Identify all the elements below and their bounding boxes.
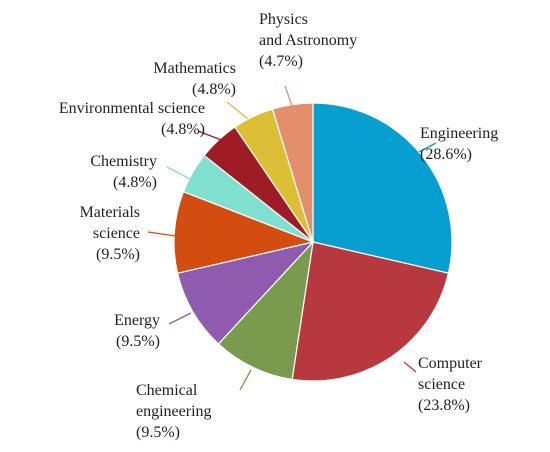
leader-line-engineering [418,142,437,153]
slice-label-line: Environmental science [59,100,205,117]
pie-slice-computer-science [291,241,450,382]
slice-label-line: science [93,225,140,242]
slice-label-line: science [418,376,465,393]
slice-label-line: Mathematics [153,60,236,77]
pie-slices [173,102,453,382]
leader-line-chemical-engineering [239,369,252,391]
slice-label-chemical-engineering: Chemical engineering (9.5%) [136,382,212,441]
leader-line-environmental-science [197,130,225,142]
slice-label-line: Computer [418,355,483,372]
pie-slice-physics-and-astronomy [271,102,314,243]
slice-label-line: Materials [80,204,140,221]
slice-percent: (28.6%) [420,146,472,163]
slice-label-line: Energy [114,312,160,329]
slice-percent: (4.7%) [259,53,303,70]
slice-percent: (23.8%) [418,397,470,414]
slice-percent: (9.5%) [96,246,140,263]
slice-label-line: Chemistry [90,153,157,170]
slice-label-line: Physics [259,11,308,28]
slice-label-physics-and-astronomy: Physics and Astronomy (4.7%) [259,11,357,70]
slice-label-chemistry: Chemistry (4.8%) [90,153,157,191]
leader-line-mathematics [226,101,249,120]
slice-percent: (4.8%) [161,121,205,138]
slice-label-line: and Astronomy [259,32,357,49]
pie-slice-chemical-engineering [217,240,314,381]
slice-label-line: engineering [136,403,212,420]
slice-percent: (9.5%) [136,424,180,441]
slice-percent: (9.5%) [116,333,160,350]
leader-line-computer-science [403,361,417,373]
leader-line-energy [168,312,192,325]
slice-label-engineering: Engineering (28.6%) [420,125,498,163]
pie-slice-materials-science [173,190,316,274]
leader-line-materials-science [147,231,177,237]
slice-percent: (4.8%) [192,81,236,98]
pie-slice-energy [176,240,315,345]
slice-label-materials-science: Materials science (9.5%) [80,204,140,263]
slice-label-energy: Energy (9.5%) [114,312,160,350]
slice-label-line: Chemical [136,382,198,399]
pie-slice-engineering [312,102,453,274]
leader-line-physics-and-astronomy [284,85,293,107]
slice-label-line: Engineering [420,125,498,142]
slice-label-environmental-science: Environmental science (4.8%) [59,100,205,138]
slice-percent: (4.8%) [113,174,157,191]
slice-label-computer-science: Computer science (23.8%) [418,355,483,414]
slice-label-mathematics: Mathematics (4.8%) [153,60,236,98]
leader-line-chemistry [166,166,199,184]
pie-labels: Engineering (28.6%) Computer science (23.8%)… [59,11,498,441]
